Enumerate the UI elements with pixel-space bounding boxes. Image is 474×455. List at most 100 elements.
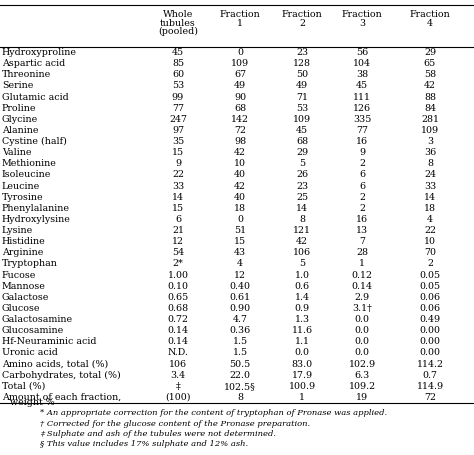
Text: weight %: weight % [10, 398, 55, 407]
Text: 0.0: 0.0 [355, 315, 370, 324]
Text: Hydroxylysine: Hydroxylysine [2, 215, 71, 224]
Text: 50: 50 [296, 71, 308, 79]
Text: Phenylalanine: Phenylalanine [2, 204, 70, 213]
Text: 12: 12 [172, 237, 184, 246]
Text: 14: 14 [296, 204, 308, 213]
Text: Mannose: Mannose [2, 282, 46, 291]
Text: Fraction: Fraction [282, 10, 322, 19]
Text: 72: 72 [424, 393, 436, 402]
Text: 1.00: 1.00 [167, 271, 189, 279]
Text: 6: 6 [359, 182, 365, 191]
Text: 14: 14 [424, 192, 436, 202]
Text: 3: 3 [427, 137, 433, 146]
Text: ‡ Sulphate and ash of the tubules were not determined.: ‡ Sulphate and ash of the tubules were n… [40, 430, 276, 438]
Text: 83.0: 83.0 [292, 359, 312, 369]
Text: 5: 5 [299, 259, 305, 268]
Text: 109: 109 [293, 115, 311, 124]
Text: 19: 19 [356, 393, 368, 402]
Text: 0.0: 0.0 [294, 349, 310, 358]
Text: 3: 3 [359, 19, 365, 27]
Text: 22: 22 [172, 171, 184, 179]
Text: 14: 14 [172, 192, 184, 202]
Text: 0.06: 0.06 [419, 304, 440, 313]
Text: 142: 142 [231, 115, 249, 124]
Text: 3.1†: 3.1† [352, 304, 372, 313]
Text: 49: 49 [234, 81, 246, 91]
Text: Threonine: Threonine [2, 71, 51, 79]
Text: Serine: Serine [2, 81, 33, 91]
Text: 53: 53 [296, 104, 308, 113]
Text: 0.05: 0.05 [419, 282, 440, 291]
Text: 26: 26 [296, 171, 308, 179]
Text: 2: 2 [359, 192, 365, 202]
Text: 45: 45 [356, 81, 368, 91]
Text: 126: 126 [353, 104, 371, 113]
Text: 6.3: 6.3 [355, 371, 370, 379]
Text: 247: 247 [169, 115, 187, 124]
Text: 16: 16 [356, 137, 368, 146]
Text: 13: 13 [356, 226, 368, 235]
Text: Valine: Valine [2, 148, 31, 157]
Text: 90: 90 [234, 92, 246, 101]
Text: 114.9: 114.9 [417, 382, 444, 391]
Text: 21: 21 [172, 226, 184, 235]
Text: 18: 18 [234, 204, 246, 213]
Text: 0.0: 0.0 [355, 337, 370, 346]
Text: 58: 58 [424, 71, 436, 79]
Text: Amino acids, total (%): Amino acids, total (%) [2, 359, 108, 369]
Text: Cystine (half): Cystine (half) [2, 137, 67, 146]
Text: 33: 33 [172, 182, 184, 191]
Text: Fucose: Fucose [2, 271, 36, 279]
Text: 0.00: 0.00 [419, 326, 440, 335]
Text: 10: 10 [234, 159, 246, 168]
Text: Fraction: Fraction [410, 10, 450, 19]
Text: Galactosamine: Galactosamine [2, 315, 73, 324]
Text: 5: 5 [299, 159, 305, 168]
Text: 106: 106 [169, 359, 187, 369]
Text: 42: 42 [424, 81, 436, 91]
Text: Glutamic acid: Glutamic acid [2, 92, 69, 101]
Text: 335: 335 [353, 115, 371, 124]
Text: 12: 12 [234, 271, 246, 279]
Text: 1.4: 1.4 [294, 293, 310, 302]
Text: 71: 71 [296, 92, 308, 101]
Text: Amount of each fraction,: Amount of each fraction, [2, 393, 121, 402]
Text: Fraction: Fraction [342, 10, 383, 19]
Text: 2: 2 [427, 259, 433, 268]
Text: 23: 23 [296, 182, 308, 191]
Text: 35: 35 [172, 137, 184, 146]
Text: 9: 9 [359, 148, 365, 157]
Text: 281: 281 [421, 115, 439, 124]
Text: 15: 15 [234, 237, 246, 246]
Text: 0.06: 0.06 [419, 293, 440, 302]
Text: 65: 65 [424, 59, 436, 68]
Text: 2.9: 2.9 [355, 293, 370, 302]
Text: 109: 109 [421, 126, 439, 135]
Text: 1: 1 [237, 19, 243, 27]
Text: 28: 28 [356, 248, 368, 258]
Text: 2: 2 [359, 159, 365, 168]
Text: 99: 99 [172, 92, 184, 101]
Text: 8: 8 [427, 159, 433, 168]
Text: Proline: Proline [2, 104, 36, 113]
Text: 8: 8 [237, 393, 243, 402]
Text: 10: 10 [424, 237, 436, 246]
Text: 0.14: 0.14 [167, 337, 189, 346]
Text: 68: 68 [296, 137, 308, 146]
Text: 1.1: 1.1 [294, 337, 310, 346]
Text: Isoleucine: Isoleucine [2, 171, 51, 179]
Text: 29: 29 [424, 48, 436, 57]
Text: 68: 68 [234, 104, 246, 113]
Text: Methionine: Methionine [2, 159, 57, 168]
Text: 0.49: 0.49 [419, 315, 440, 324]
Text: 0.40: 0.40 [229, 282, 250, 291]
Text: 36: 36 [424, 148, 436, 157]
Text: 0.72: 0.72 [167, 315, 189, 324]
Text: tubules: tubules [160, 19, 196, 27]
Text: Whole: Whole [163, 10, 193, 19]
Text: 43: 43 [234, 248, 246, 258]
Text: Tryptophan: Tryptophan [2, 259, 58, 268]
Text: 1.5: 1.5 [232, 337, 247, 346]
Text: 72: 72 [234, 126, 246, 135]
Text: 0.7: 0.7 [422, 371, 438, 379]
